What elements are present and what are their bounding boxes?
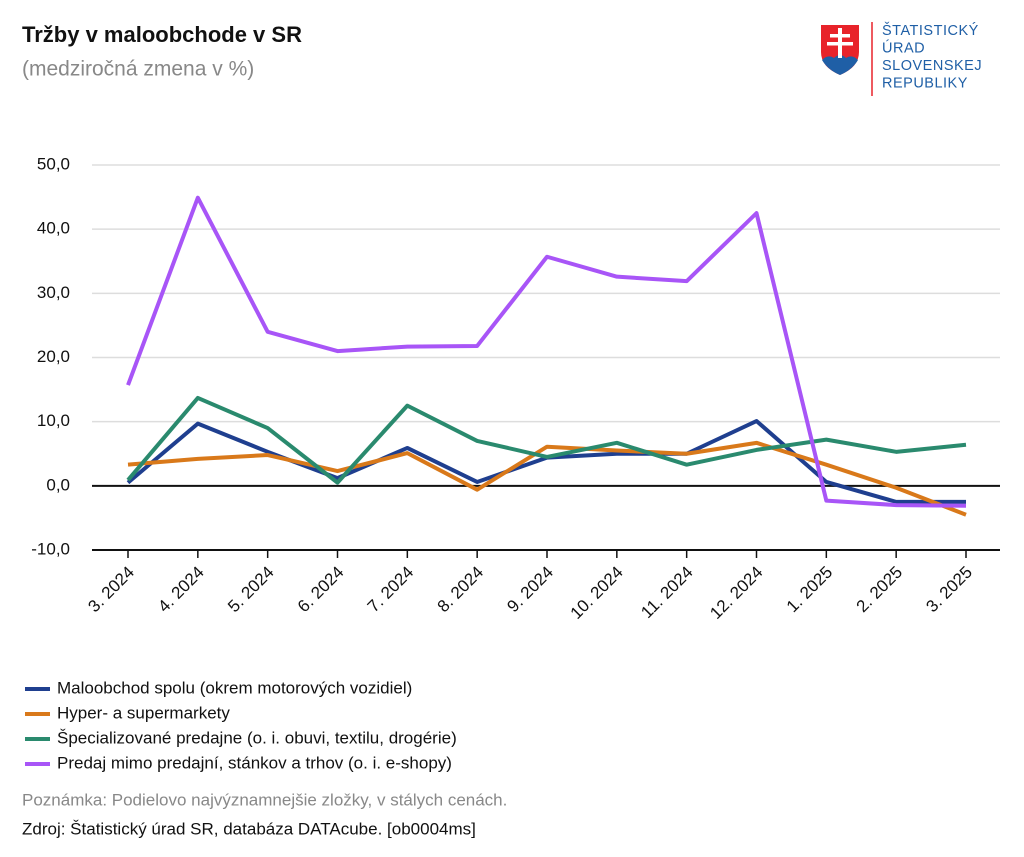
logo-text: ŠTATISTICKÝ <box>882 22 979 39</box>
x-tick-label: 11. 2024 <box>637 563 696 622</box>
logo-text: REPUBLIKY <box>882 75 968 91</box>
x-tick-label: 7. 2024 <box>364 563 418 617</box>
legend-label: Hyper- a supermarkety <box>57 703 230 722</box>
series-line <box>126 395 967 485</box>
x-tick-label: 10. 2024 <box>567 563 627 623</box>
x-tick-label: 12. 2024 <box>706 563 766 623</box>
x-tick-label: 6. 2024 <box>294 563 348 617</box>
y-tick-label: 40,0 <box>37 219 70 238</box>
y-tick-label: 20,0 <box>37 347 70 366</box>
x-tick-label: 9. 2024 <box>503 563 557 617</box>
x-tick-label: 8. 2024 <box>434 563 488 617</box>
series-line <box>127 440 967 517</box>
y-tick-label: 10,0 <box>37 411 70 430</box>
chart-subtitle: (medziročná zmena v %) <box>22 58 254 81</box>
x-tick-label: 5. 2024 <box>224 563 278 617</box>
series-line <box>126 419 966 504</box>
chart-title: Tržby v maloobchode v SR <box>22 22 302 47</box>
legend-label: Špecializované predajne (o. i. obuvi, te… <box>57 728 457 747</box>
x-tick-label: 4. 2024 <box>154 563 208 617</box>
series-line <box>126 195 967 508</box>
logo <box>819 22 873 96</box>
y-tick-label: 0,0 <box>46 475 70 494</box>
x-tick-label: 3. 2025 <box>922 563 976 617</box>
legend-label: Maloobchod spolu (okrem motorových vozid… <box>57 678 412 697</box>
x-tick-label: 2. 2025 <box>853 563 907 617</box>
x-tick-label: 3. 2024 <box>84 563 138 617</box>
logo-text: SLOVENSKEJ <box>882 58 982 74</box>
note: Poznámka: Podielovo najvýznamnejšie zlož… <box>22 790 507 809</box>
source: Zdroj: Štatistický úrad SR, databáza DAT… <box>22 819 476 838</box>
x-tick-label: 1. 2025 <box>783 563 837 617</box>
legend-label: Predaj mimo predajní, stánkov a trhov (o… <box>57 753 452 772</box>
y-tick-label: -10,0 <box>31 539 70 558</box>
y-tick-label: 30,0 <box>37 283 70 302</box>
logo-text: ÚRAD <box>882 39 925 56</box>
y-tick-label: 50,0 <box>37 154 70 173</box>
